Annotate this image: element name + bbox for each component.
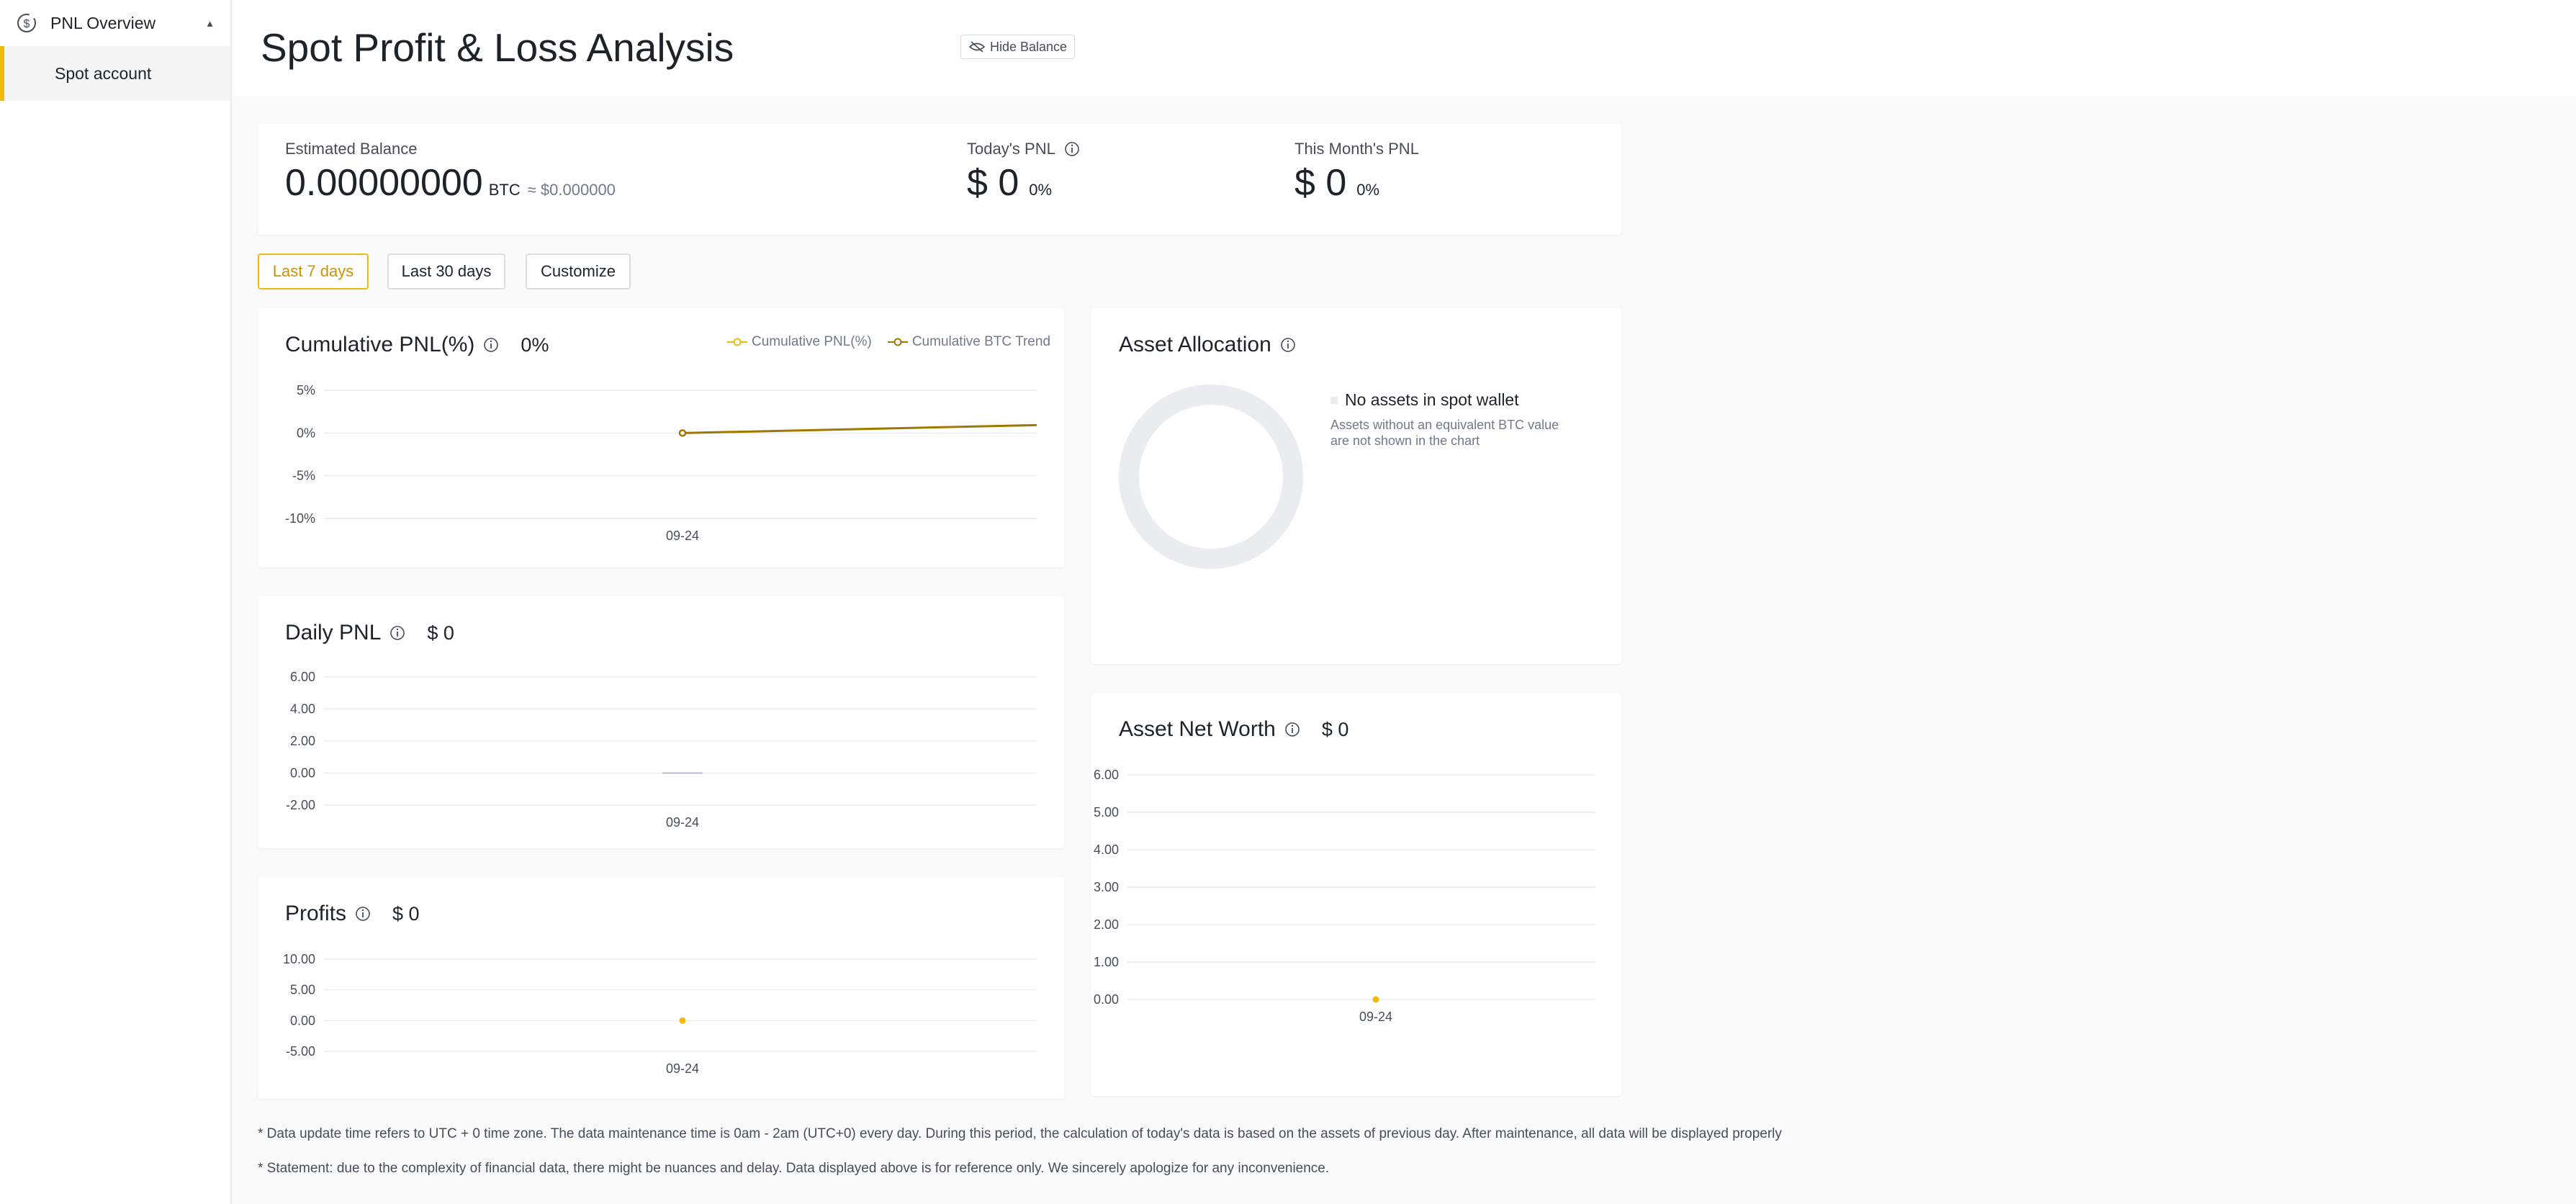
svg-text:$: $ <box>24 18 30 30</box>
footnote-update-time: * Data update time refers to UTC + 0 tim… <box>258 1126 1782 1141</box>
data-point <box>1372 996 1379 1003</box>
footnote-statement: * Statement: due to the complexity of fi… <box>258 1161 1330 1176</box>
hide-balance-label: Hide Balance <box>990 39 1068 54</box>
cumulative-pnl-value: 0% <box>521 333 549 356</box>
asset-net-worth-title: Asset Net Worth <box>1119 717 1276 741</box>
allocation-empty-title: No assets in spot wallet <box>1345 390 1519 409</box>
x-tick-label: 09-24 <box>666 529 699 543</box>
caret-up-icon[interactable]: ▲ <box>205 17 215 29</box>
y-tick-label: 6.00 <box>290 670 315 684</box>
y-tick-label: 2.00 <box>1094 917 1119 932</box>
info-icon[interactable] <box>483 337 499 353</box>
info-icon[interactable] <box>389 625 405 641</box>
daily-pnl-value: $ 0 <box>427 621 454 644</box>
y-tick-label: 3.00 <box>1094 880 1119 894</box>
balance-value: 0.00000000 <box>285 162 483 204</box>
y-tick-label: 0.00 <box>290 1013 315 1028</box>
y-tick-label: -5% <box>292 469 315 483</box>
daily-pnl-chart: 6.00 4.00 2.00 0.00 -2.00 09-24 <box>286 670 1037 830</box>
info-icon[interactable] <box>355 906 371 922</box>
asset-allocation-title: Asset Allocation <box>1119 333 1271 356</box>
y-tick-label: -10% <box>285 511 315 526</box>
y-tick-label: 5% <box>297 383 315 397</box>
sidebar-item-spot-account[interactable]: Spot account <box>0 46 230 101</box>
legend-marker-icon <box>727 338 747 346</box>
legend-label: Cumulative PNL(%) <box>752 334 872 349</box>
info-icon[interactable] <box>1064 141 1080 157</box>
y-tick-label: 0% <box>297 426 315 440</box>
balance-summary-card: Estimated Balance 0.00000000 BTC ≈ $0.00… <box>258 124 1621 235</box>
profits-card: Profits $ 0 10.00 5.00 0.00 -5.00 09-24 <box>258 877 1064 1099</box>
cumulative-pnl-chart: 5% 0% -5% -10% 09-24 <box>285 383 1037 543</box>
y-tick-label: 4.00 <box>1094 843 1119 857</box>
eye-off-icon <box>968 41 986 53</box>
chart-legend: Cumulative PNL(%) Cumulative BTC Trend <box>711 334 1050 350</box>
todays-pnl-pct: 0% <box>1029 181 1053 199</box>
profits-value: $ 0 <box>392 902 420 925</box>
y-tick-label: 10.00 <box>283 952 315 966</box>
sidebar-section-title: PNL Overview <box>50 13 156 32</box>
sidebar-item-label: Spot account <box>55 63 152 83</box>
legend-marker-icon <box>887 338 908 346</box>
y-tick-label: 0.00 <box>1094 992 1119 1007</box>
todays-pnl: Today's PNL $ 0 0% <box>967 140 1080 205</box>
asset-net-worth-value: $ 0 <box>1321 718 1349 740</box>
estimated-balance-label: Estimated Balance <box>285 140 418 158</box>
x-tick-label: 09-24 <box>666 815 699 830</box>
todays-pnl-value: $ 0 <box>967 162 1019 204</box>
legend-swatch <box>1330 396 1338 404</box>
sidebar-section-pnl-overview[interactable]: $ PNL Overview ▲ <box>0 0 230 46</box>
range-customize-button[interactable]: Customize <box>526 253 631 289</box>
month-pnl-label: This Month's PNL <box>1294 140 1419 158</box>
y-tick-label: 4.00 <box>290 702 315 716</box>
data-point <box>678 429 687 437</box>
y-tick-label: 5.00 <box>1094 805 1119 819</box>
profits-chart: 10.00 5.00 0.00 -5.00 09-24 <box>283 952 1037 1076</box>
x-tick-label: 09-24 <box>666 1061 699 1076</box>
month-pnl: This Month's PNL $ 0 0% <box>1294 140 1419 205</box>
legend-item-cumulative-pnl[interactable]: Cumulative PNL(%) <box>727 334 872 350</box>
balance-usd: ≈ $0.000000 <box>527 181 616 199</box>
x-tick-label: 09-24 <box>1359 1010 1392 1024</box>
page-title: Spot Profit & Loss Analysis <box>261 25 734 70</box>
bar <box>662 772 703 774</box>
sidebar: $ PNL Overview ▲ Spot account <box>0 0 232 1204</box>
allocation-empty-note-line1: Assets without an equivalent BTC value <box>1330 418 1559 432</box>
asset-net-worth-card: Asset Net Worth $ 0 6.00 5.00 4.00 3.00 2.00… <box>1091 693 1621 1096</box>
allocation-empty-note-line2: are not shown in the chart <box>1330 433 1480 448</box>
asset-allocation-card: Asset Allocation No assets in spot walle… <box>1091 308 1621 664</box>
todays-pnl-label: Today's PNL <box>967 140 1055 158</box>
allocation-empty-state: No assets in spot wallet Assets without … <box>1330 390 1559 449</box>
cumulative-pnl-card: Cumulative PNL(%) 0% Cumulative PNL(%) C… <box>258 308 1064 567</box>
y-tick-label: -2.00 <box>286 798 315 812</box>
daily-pnl-title: Daily PNL <box>285 621 382 644</box>
y-tick-label: 2.00 <box>290 734 315 748</box>
balance-unit: BTC <box>488 181 521 199</box>
cumulative-pnl-title: Cumulative PNL(%) <box>285 333 475 356</box>
hide-balance-button[interactable]: Hide Balance <box>960 35 1076 59</box>
series-line-btc-trend <box>682 423 1037 434</box>
estimated-balance: Estimated Balance 0.00000000 BTC ≈ $0.00… <box>285 140 616 205</box>
y-tick-label: 1.00 <box>1094 955 1119 969</box>
pnl-dollar-icon: $ <box>17 14 36 32</box>
y-tick-label: 0.00 <box>290 766 315 781</box>
legend-item-btc-trend[interactable]: Cumulative BTC Trend <box>887 334 1051 350</box>
info-icon[interactable] <box>1280 337 1296 353</box>
range-last-30-days-button[interactable]: Last 30 days <box>387 253 505 289</box>
y-tick-label: -5.00 <box>286 1044 315 1059</box>
asset-net-worth-chart: 6.00 5.00 4.00 3.00 2.00 1.00 0.00 09-24 <box>1094 768 1595 1024</box>
month-pnl-pct: 0% <box>1356 181 1380 199</box>
donut-ring <box>1119 385 1303 569</box>
range-last-7-days-button[interactable]: Last 7 days <box>258 253 369 289</box>
daily-pnl-card: Daily PNL $ 0 6.00 4.00 2.00 0.00 -2.00 09-24 <box>258 596 1064 848</box>
y-tick-label: 5.00 <box>290 983 315 997</box>
data-point <box>679 1017 686 1024</box>
asset-allocation-donut <box>1119 385 1303 569</box>
profits-title: Profits <box>285 902 347 925</box>
legend-label: Cumulative BTC Trend <box>911 334 1051 349</box>
month-pnl-value: $ 0 <box>1294 162 1347 204</box>
info-icon[interactable] <box>1284 722 1300 737</box>
y-tick-label: 6.00 <box>1094 768 1119 782</box>
page-header: Spot Profit & Loss Analysis Hide Balance <box>233 0 2576 96</box>
